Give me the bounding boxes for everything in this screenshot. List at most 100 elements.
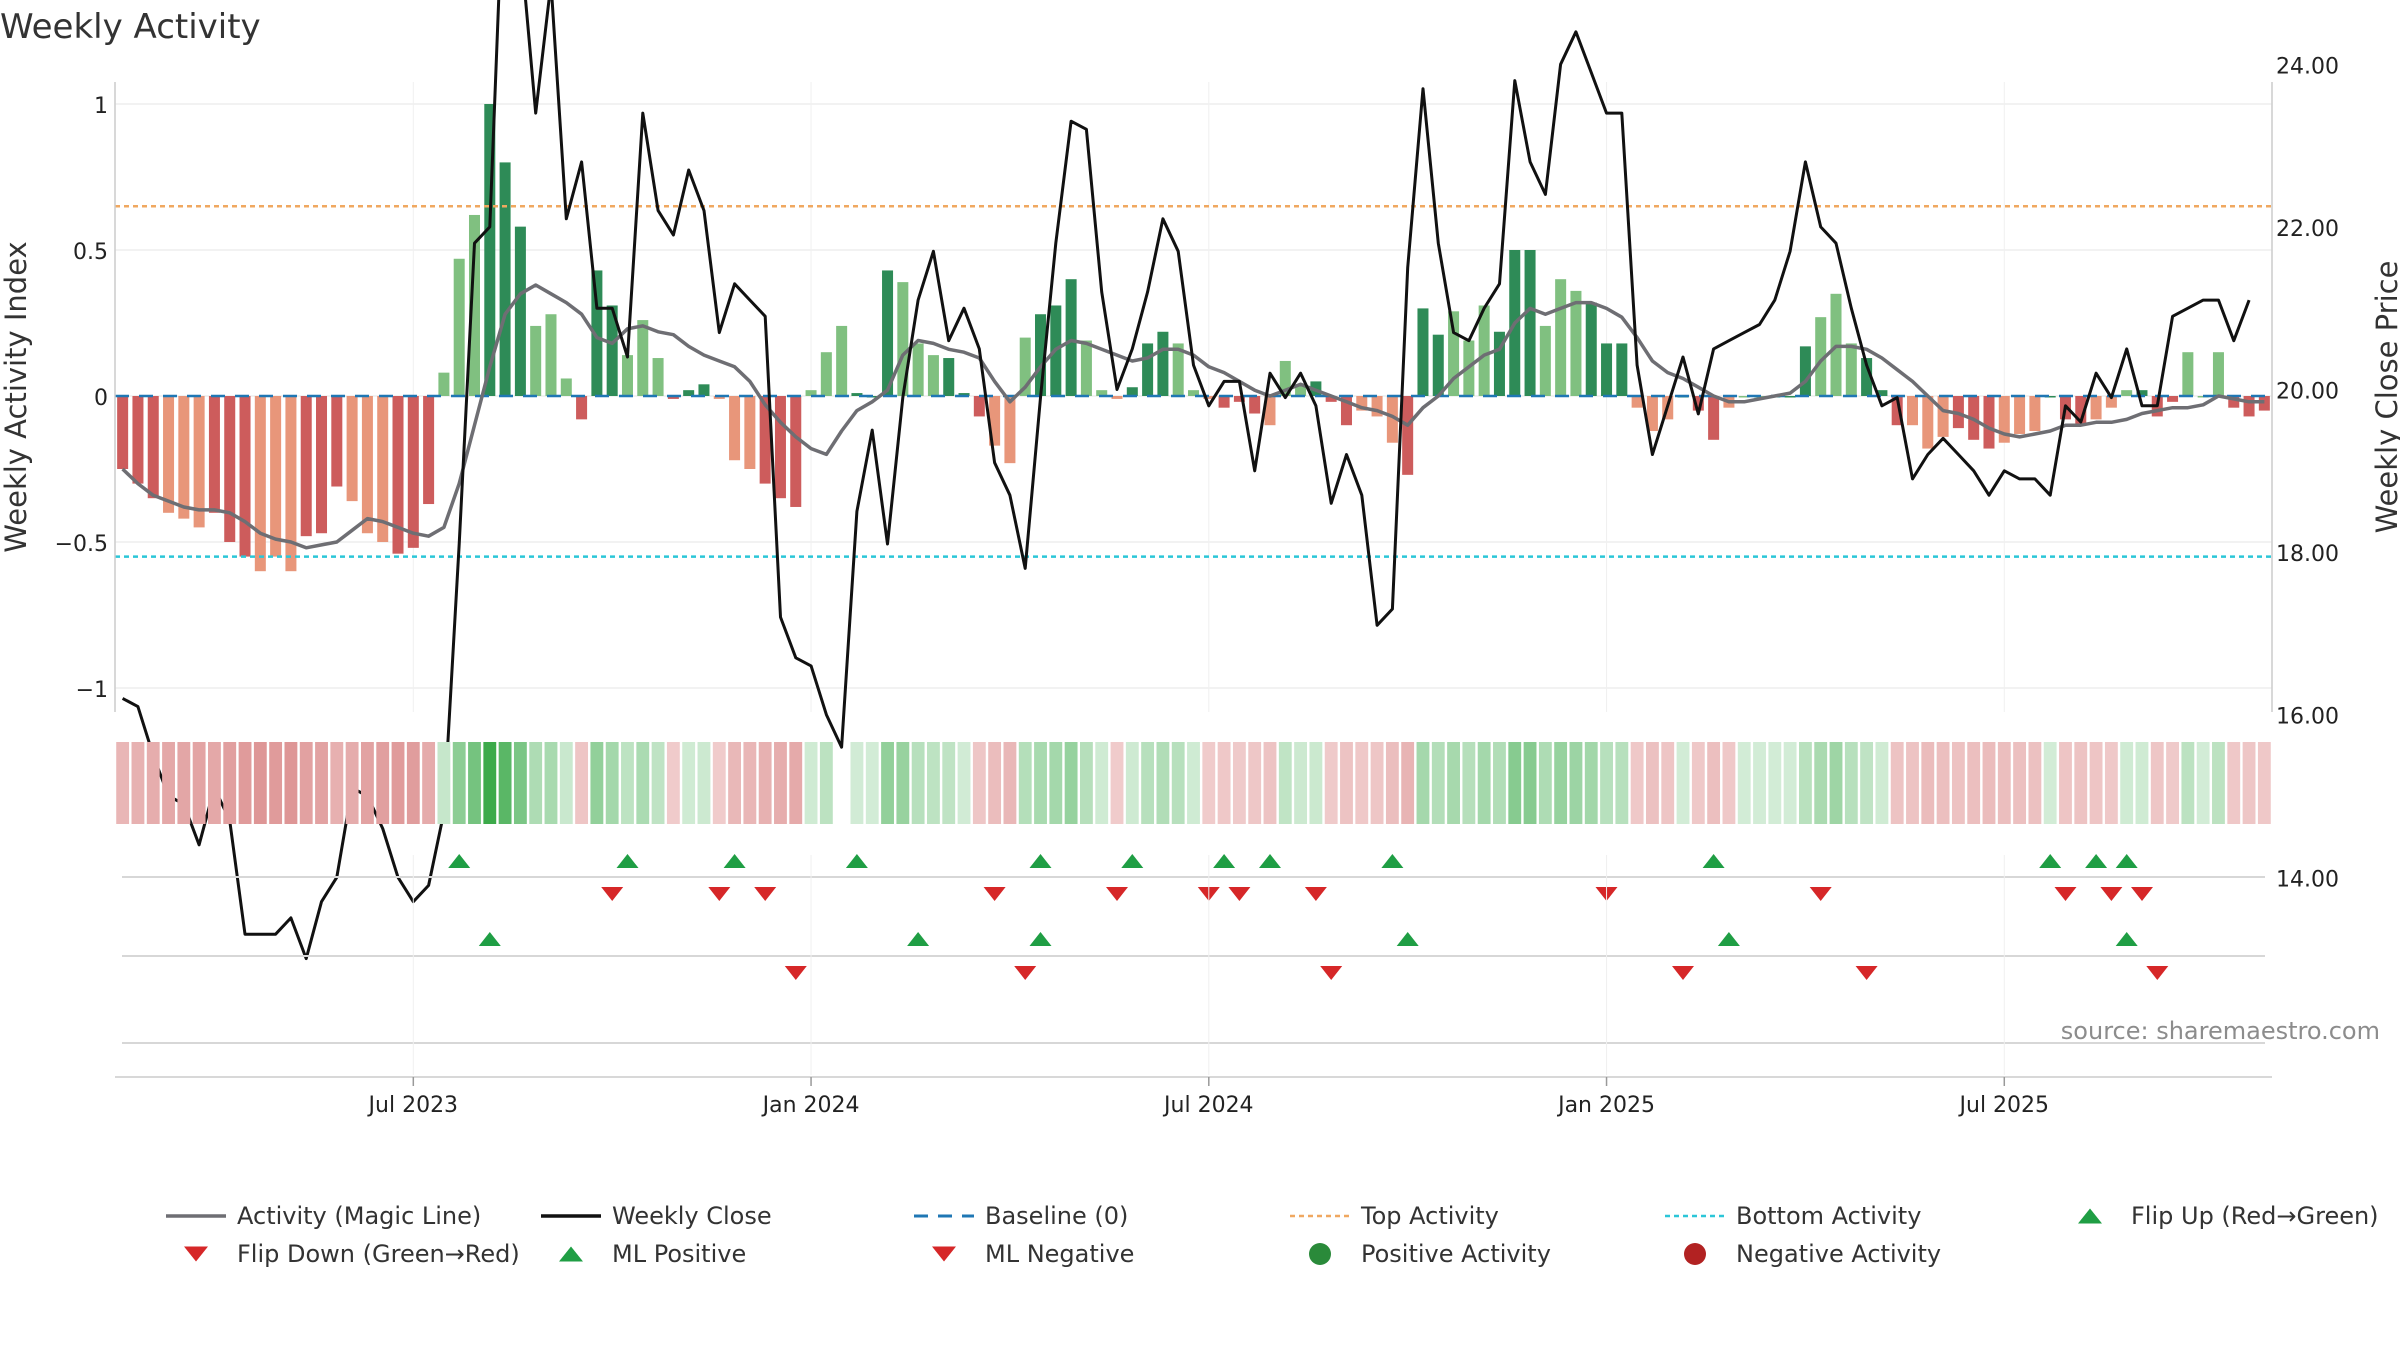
activity-bar-6 xyxy=(208,396,220,513)
heat-cell-139 xyxy=(2242,742,2256,824)
activity-bar-59 xyxy=(1019,337,1031,396)
activity-bar-16 xyxy=(361,396,373,534)
heat-cell-31 xyxy=(590,742,604,824)
activity-bar-131 xyxy=(2121,390,2133,396)
heat-cell-89 xyxy=(1477,742,1491,824)
heat-cell-81 xyxy=(1355,742,1369,824)
activity-bar-55 xyxy=(958,393,970,396)
activity-bar-36 xyxy=(667,396,679,399)
flip-up-marker-8 xyxy=(1381,854,1404,868)
activity-bar-1 xyxy=(132,396,144,484)
heat-cell-111 xyxy=(1814,742,1828,824)
legend-label-flip-down-green-red: Flip Down (Green→Red) xyxy=(237,1240,520,1268)
heat-cell-32 xyxy=(605,742,619,824)
activity-bar-24 xyxy=(484,104,496,396)
heat-cell-17 xyxy=(376,742,390,824)
flip-up-marker-10 xyxy=(2039,854,2062,868)
heat-strip xyxy=(116,742,2271,824)
heat-cell-15 xyxy=(345,742,359,824)
activity-bar-135 xyxy=(2182,352,2194,396)
activity-bar-75 xyxy=(1264,396,1276,426)
activity-bar-99 xyxy=(1631,396,1643,408)
activity-bar-31 xyxy=(591,270,603,396)
heat-cell-95 xyxy=(1569,742,1583,824)
activity-bar-35 xyxy=(652,358,664,396)
heat-cell-6 xyxy=(208,742,221,824)
heat-cell-52 xyxy=(911,742,925,824)
markers-layer xyxy=(122,854,2265,1044)
activity-bar-46 xyxy=(820,352,832,396)
heat-cell-28 xyxy=(544,742,558,824)
heat-cell-14 xyxy=(330,742,344,824)
heat-cell-48 xyxy=(850,742,864,824)
activity-bar-79 xyxy=(1325,396,1337,402)
heat-cell-60 xyxy=(1034,742,1047,824)
activity-bar-23 xyxy=(468,214,480,396)
ml-negative-marker-2 xyxy=(1320,966,1343,980)
heat-cell-91 xyxy=(1508,742,1522,824)
flip-down-marker-12 xyxy=(2131,887,2153,901)
activity-bar-11 xyxy=(285,396,297,572)
activity-bar-9 xyxy=(254,396,266,572)
activity-bar-125 xyxy=(2029,396,2041,432)
y2-tick-label-1: 24.00 xyxy=(2276,54,2339,79)
activity-bar-68 xyxy=(1157,331,1169,396)
heat-cell-42 xyxy=(758,742,772,824)
activity-bar-63 xyxy=(1080,340,1092,396)
flip-up-marker-9 xyxy=(1702,854,1725,868)
activity-bar-26 xyxy=(514,226,526,396)
activity-bar-80 xyxy=(1340,396,1352,426)
flip-down-marker-10 xyxy=(2054,887,2077,901)
legend-swatch-ml-negative xyxy=(932,1246,956,1262)
activity-bar-94 xyxy=(1555,279,1567,396)
activity-bar-90 xyxy=(1493,331,1505,396)
heat-cell-51 xyxy=(896,742,910,824)
heat-cell-120 xyxy=(1951,742,1965,824)
legend-label-negative-activity: Negative Activity xyxy=(1736,1240,1941,1268)
heat-cell-39 xyxy=(712,742,726,824)
activity-bar-76 xyxy=(1279,360,1291,396)
flip-up-marker-5 xyxy=(1121,854,1144,868)
heat-cell-128 xyxy=(2074,742,2088,824)
heat-cell-55 xyxy=(957,742,971,824)
activity-bar-84 xyxy=(1402,396,1414,475)
flip-down-marker-7 xyxy=(1304,887,1327,901)
heat-cell-18 xyxy=(391,742,405,824)
heat-cell-1 xyxy=(131,742,145,824)
y-axis-label: Weekly Activity Index xyxy=(0,241,33,552)
heat-cell-23 xyxy=(468,742,481,824)
heat-cell-16 xyxy=(360,742,374,824)
activity-bar-111 xyxy=(1815,317,1827,396)
heat-cell-107 xyxy=(1753,742,1766,824)
activity-bar-122 xyxy=(1983,396,1995,449)
activity-bar-27 xyxy=(530,325,542,396)
y2-tick-label-2: 22.00 xyxy=(2276,217,2339,242)
activity-bar-53 xyxy=(927,355,939,396)
activity-bar-38 xyxy=(698,384,710,396)
heat-cell-87 xyxy=(1447,742,1460,824)
activity-bar-45 xyxy=(805,390,817,396)
flip-up-marker-1 xyxy=(616,854,639,868)
x-tick-label-2: Jul 2024 xyxy=(1162,1093,1254,1118)
heat-cell-38 xyxy=(697,742,711,824)
heat-cell-133 xyxy=(2150,742,2164,824)
legend-label-flip-up-red-green: Flip Up (Red→Green) xyxy=(2131,1202,2379,1230)
heat-cell-126 xyxy=(2043,742,2057,824)
flip-down-marker-11 xyxy=(2100,887,2123,901)
heat-cell-74 xyxy=(1248,742,1262,824)
heat-cell-29 xyxy=(559,742,573,824)
heat-cell-61 xyxy=(1049,742,1063,824)
heat-cell-64 xyxy=(1095,742,1109,824)
heat-cell-2 xyxy=(146,742,160,824)
heat-cell-122 xyxy=(1982,742,1996,824)
heat-cell-35 xyxy=(651,742,665,824)
activity-bar-65 xyxy=(1111,396,1123,399)
activity-bar-123 xyxy=(1998,396,2010,443)
legend-label-bottom-activity: Bottom Activity xyxy=(1736,1202,1921,1230)
activity-bar-87 xyxy=(1448,311,1460,396)
heat-cell-80 xyxy=(1340,742,1353,824)
heat-cell-92 xyxy=(1523,742,1537,824)
legend-label-weekly-close: Weekly Close xyxy=(612,1202,772,1230)
y2-tick-label-3: 20.00 xyxy=(2276,380,2339,405)
flip-down-marker-0 xyxy=(601,887,624,901)
